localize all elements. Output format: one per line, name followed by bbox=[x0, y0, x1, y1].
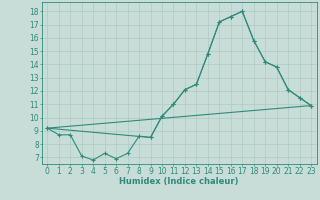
X-axis label: Humidex (Indice chaleur): Humidex (Indice chaleur) bbox=[119, 177, 239, 186]
